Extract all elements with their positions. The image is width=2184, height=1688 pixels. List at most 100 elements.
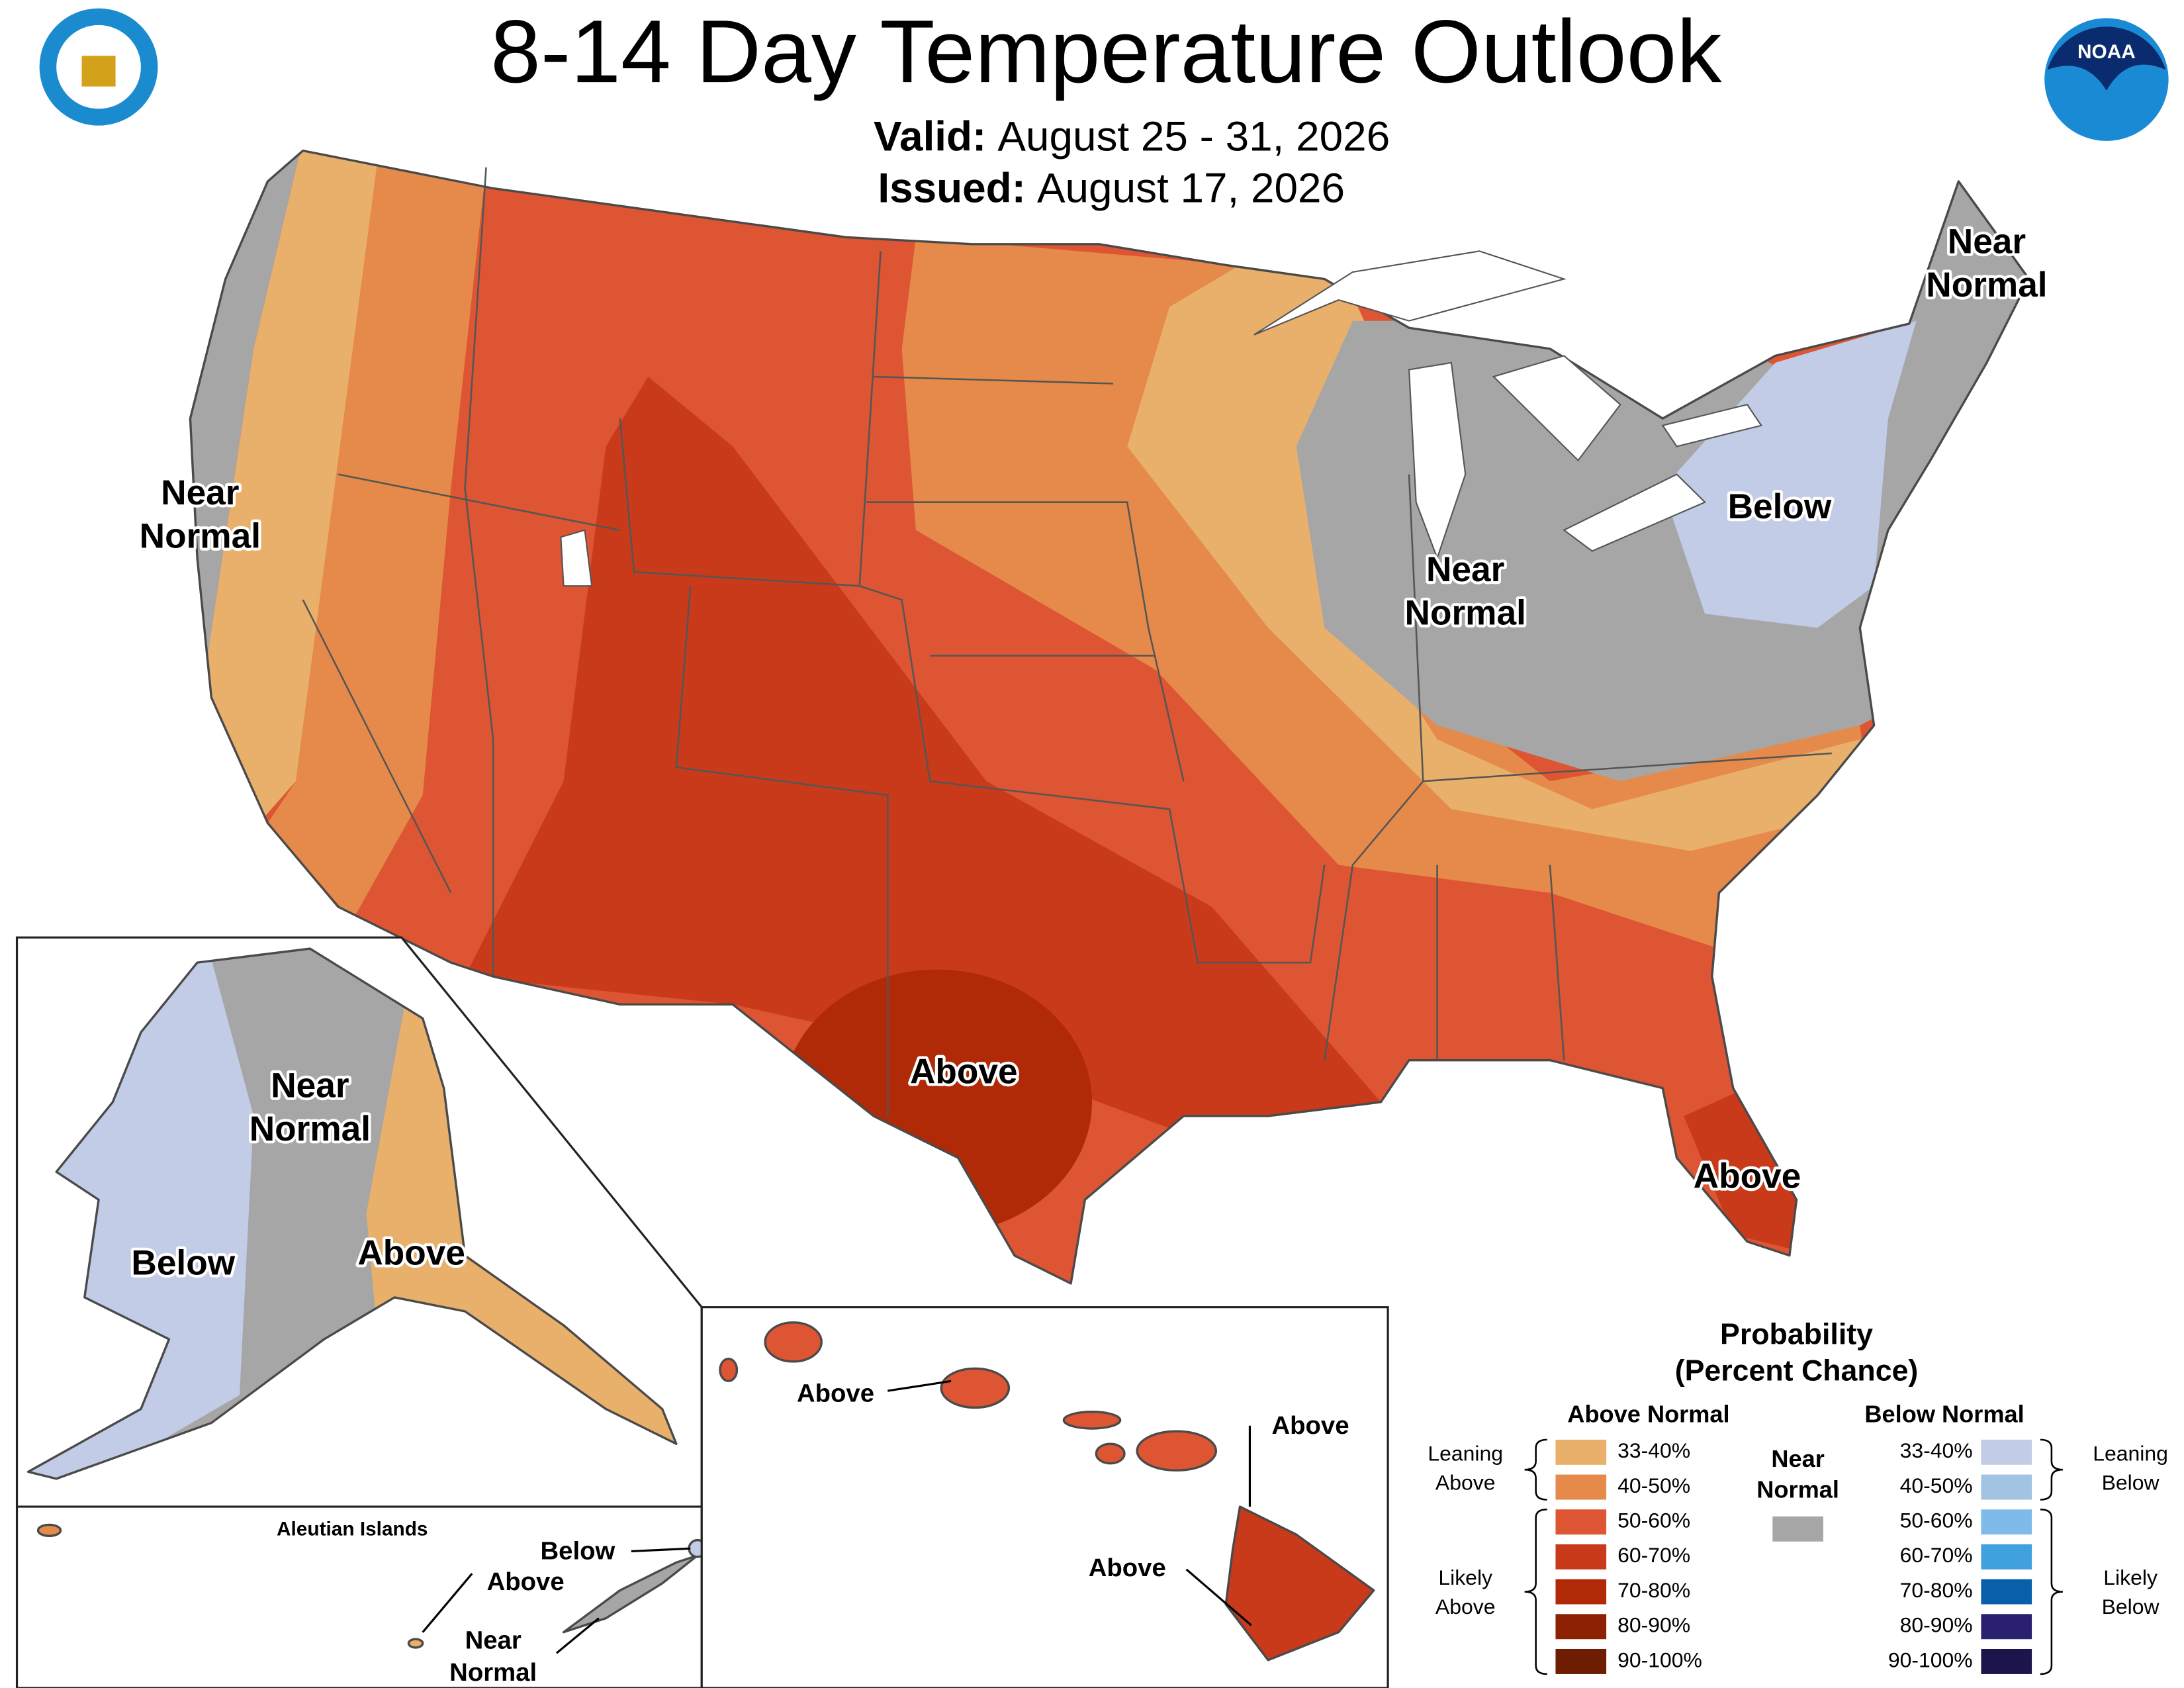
region-60-70 <box>465 377 1381 1145</box>
map-label: Near <box>465 1626 522 1655</box>
map-label: Normal <box>449 1658 537 1687</box>
region-below <box>1662 320 1917 628</box>
legend-group: Above <box>1435 1471 1496 1495</box>
aleutian-islands <box>36 1523 707 1649</box>
legend-brace <box>1524 1508 1547 1675</box>
map-label: Above <box>797 1380 874 1408</box>
legend-header: Below Normal <box>1864 1401 2024 1428</box>
legend-label: 50-60% <box>1900 1509 1973 1532</box>
legend-subtitle: (Percent Chance) <box>1675 1355 1919 1387</box>
issued-label: Issued: <box>878 165 1026 212</box>
legend-label: 60-70% <box>1900 1543 1973 1567</box>
legend-group: Likely <box>1438 1566 1492 1589</box>
hawaii-islands <box>719 1321 1375 1662</box>
legend-near: Near <box>1771 1445 1824 1472</box>
legend-title: Probability <box>1720 1319 1873 1351</box>
island <box>407 1638 424 1649</box>
legend-label: 80-90% <box>1900 1613 1973 1637</box>
legend-group: Leaning <box>1428 1442 1503 1466</box>
state-borders <box>302 167 1832 1116</box>
legend-swatch <box>1555 1439 1607 1465</box>
legend-swatch <box>1772 1516 1823 1542</box>
legend-group: Likely <box>2103 1566 2158 1589</box>
legend-label: 40-50% <box>1617 1474 1690 1497</box>
legend-label: 90-100% <box>1888 1648 1973 1671</box>
region-40-50 <box>267 150 486 921</box>
legend-group: Above <box>1435 1595 1496 1618</box>
legend-swatch <box>1555 1474 1607 1500</box>
legend-group: Leaning <box>2093 1442 2168 1466</box>
noaa-text: NOAA <box>2077 41 2136 63</box>
alaska-outline <box>26 947 678 1480</box>
noaa-logo <box>2044 18 2169 141</box>
island <box>36 1523 62 1537</box>
valid-label: Valid: <box>874 113 986 160</box>
legend-label: 33-40% <box>1617 1438 1690 1462</box>
legend-swatch <box>1981 1579 2032 1605</box>
legend-label: 50-60% <box>1617 1509 1690 1532</box>
island <box>719 1357 739 1383</box>
legend-swatch <box>1981 1474 2032 1500</box>
legend-label: 60-70% <box>1617 1543 1690 1567</box>
legend-label: 90-100% <box>1617 1648 1702 1671</box>
map-label: Above <box>487 1568 565 1596</box>
map-label: Normal <box>250 1109 371 1149</box>
legend-label: 80-90% <box>1617 1613 1690 1637</box>
map-label: Normal <box>1405 594 1526 633</box>
legend-swatch <box>1981 1439 2032 1465</box>
map-label: Near <box>161 473 239 512</box>
legend-brace <box>2040 1438 2063 1501</box>
valid-date: August 25 - 31, 2026 <box>997 113 1390 160</box>
legend-label: 33-40% <box>1900 1438 1973 1462</box>
aleutian-inset <box>15 1505 703 1688</box>
legend-swatch <box>1555 1614 1607 1640</box>
great-lakes <box>560 250 1763 587</box>
map-label: Below <box>541 1537 615 1566</box>
legend-group: Below <box>2102 1471 2160 1495</box>
legend-swatch <box>1555 1509 1607 1535</box>
map-label: Normal <box>1926 265 2047 305</box>
legend-group: Below <box>2102 1595 2160 1618</box>
island <box>1062 1411 1122 1430</box>
region-33-40 <box>197 150 381 837</box>
legend-brace <box>2040 1508 2063 1675</box>
island <box>1224 1505 1375 1662</box>
legend-swatch <box>1981 1544 2032 1570</box>
legend-label: 70-80% <box>1617 1578 1690 1602</box>
map-label: Near <box>1426 550 1504 589</box>
map-label: Above <box>1694 1157 1801 1196</box>
noaa-top <box>2047 26 2166 91</box>
island <box>1136 1430 1218 1472</box>
leader-lines <box>422 1380 1252 1654</box>
island <box>1095 1442 1126 1465</box>
legend-header: Above Normal <box>1567 1401 1729 1428</box>
region-60-70 <box>1684 1081 1818 1256</box>
legend-swatch <box>1555 1544 1607 1570</box>
region-70-80 <box>782 969 1092 1235</box>
doc-logo <box>39 8 158 126</box>
legend-swatch <box>1555 1579 1607 1605</box>
legend-label: 70-80% <box>1900 1578 1973 1602</box>
map-label: Below <box>1728 487 1833 526</box>
map-label: Above <box>357 1234 465 1273</box>
region-33-40 <box>1127 265 1860 851</box>
map-label: Normal <box>140 517 261 556</box>
map-label: Above <box>910 1053 1018 1092</box>
map-label: Above <box>1271 1411 1349 1440</box>
inset-title: Aleutian Islands <box>277 1519 428 1540</box>
legend-label: 40-50% <box>1900 1474 1973 1497</box>
doc-shield <box>81 56 116 87</box>
issued-date: August 17, 2026 <box>1037 165 1345 212</box>
map-label: Near <box>1948 222 2026 261</box>
map-label: Below <box>131 1244 236 1283</box>
island <box>940 1367 1011 1409</box>
legend-swatch <box>1981 1509 2032 1535</box>
legend-swatch <box>1555 1648 1607 1674</box>
conus-outline <box>189 149 2030 1285</box>
map-label: Near <box>271 1066 349 1105</box>
legend-brace <box>1524 1438 1547 1501</box>
legend-near: Normal <box>1756 1476 1839 1503</box>
region-near <box>190 150 303 726</box>
